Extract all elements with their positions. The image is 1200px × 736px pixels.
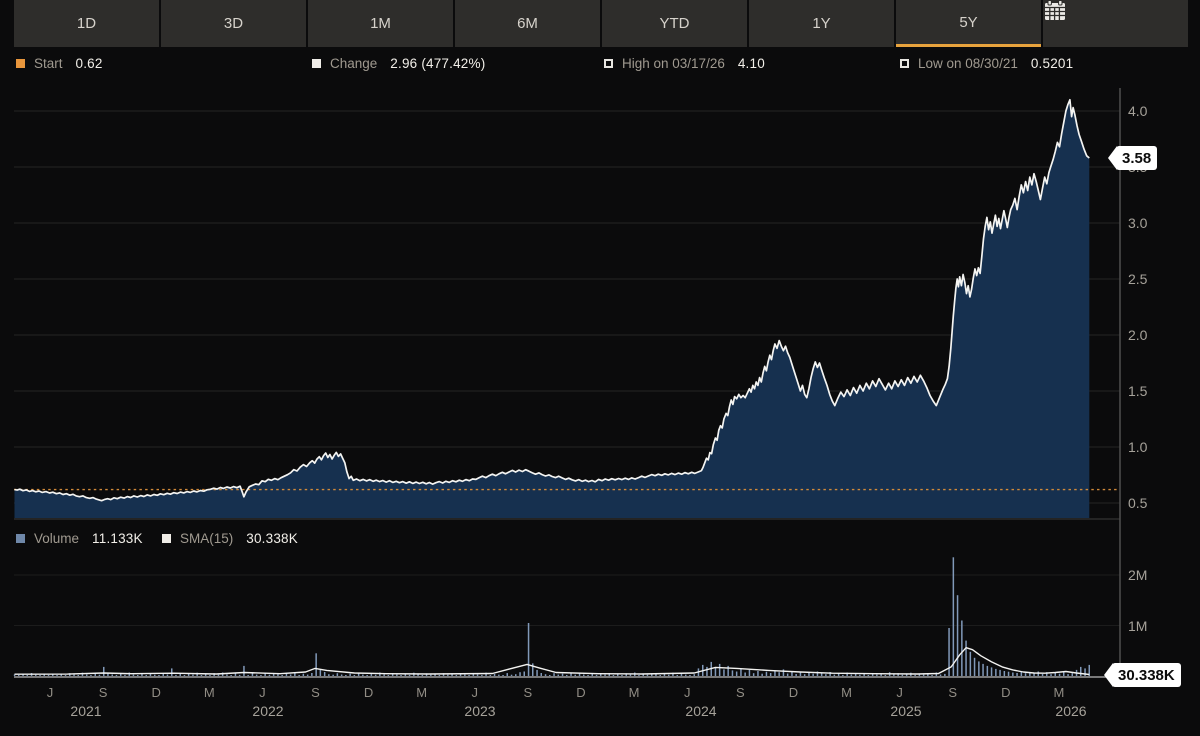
legend-value: 4.10 — [737, 55, 765, 71]
tab-3d[interactable]: 3D — [161, 0, 306, 47]
legend-value: 0.62 — [75, 55, 103, 71]
month-tick: J — [683, 685, 691, 700]
month-tick: S — [523, 685, 533, 700]
legend-start[interactable]: Start 0.62 — [16, 53, 103, 73]
tab-6m[interactable]: 6M — [455, 0, 600, 47]
year-label-2021: 2021 — [70, 703, 102, 719]
sma-value-tag: 30.338K — [1104, 663, 1181, 687]
year-label-2024: 2024 — [685, 703, 717, 719]
legend-value: 0.5201 — [1030, 55, 1074, 71]
year-label-2025: 2025 — [890, 703, 922, 719]
year-label-2023: 2023 — [464, 703, 496, 719]
month-tick: S — [948, 685, 958, 700]
month-tick: M — [416, 685, 428, 700]
month-tick: D — [576, 685, 586, 700]
tab-1m[interactable]: 1M — [308, 0, 453, 47]
legend-label: SMA(15) — [180, 530, 234, 546]
month-tick: D — [151, 685, 161, 700]
tag-arrow-icon — [1108, 146, 1117, 170]
tab-1d[interactable]: 1D — [14, 0, 159, 47]
legend-marker-icon — [900, 58, 909, 68]
legend-value: 11.133K — [92, 530, 143, 546]
year-label-2022: 2022 — [252, 703, 284, 719]
legend-marker-icon — [312, 58, 321, 68]
tab-5y[interactable]: 5Y — [896, 0, 1041, 47]
legend-label: Low on 08/30/21 — [918, 55, 1018, 71]
legend-label: High on 03/17/26 — [622, 55, 725, 71]
legend-value: 30.338K — [246, 530, 298, 546]
month-tick: M — [628, 685, 640, 700]
tag-arrow-icon — [1104, 663, 1113, 687]
price-tick-1.0: 1.0 — [1128, 439, 1148, 455]
legend-low-on-08-30-21[interactable]: Low on 08/30/21 0.5201 — [900, 53, 1073, 73]
month-tick: J — [46, 685, 54, 700]
legend-marker-icon — [16, 533, 25, 543]
tab-1y[interactable]: 1Y — [749, 0, 894, 47]
last-price-tag: 3.58 — [1108, 146, 1158, 170]
month-tick: M — [841, 685, 852, 700]
month-tick: M — [203, 685, 215, 700]
price-tick-3.0: 3.0 — [1128, 215, 1148, 231]
last-price-value: 3.58 — [1116, 146, 1158, 170]
calendar-icon[interactable] — [1043, 0, 1188, 47]
legend-marker-icon — [162, 533, 171, 543]
price-tick-4.0: 4.0 — [1128, 103, 1148, 119]
legend-change[interactable]: Change 2.96 (477.42%) — [312, 53, 485, 73]
month-tick: D — [363, 685, 374, 700]
month-tick: S — [735, 685, 745, 700]
month-tick: J — [471, 685, 479, 700]
legend-high-on-03-17-26[interactable]: High on 03/17/26 4.10 — [604, 53, 765, 73]
legend-sma-15-[interactable]: SMA(15) 30.338K — [162, 528, 298, 548]
legend-marker-icon — [604, 58, 613, 68]
legend-label: Change — [330, 55, 378, 71]
volume-tick-1M: 1M — [1128, 617, 1148, 634]
price-tick-2.5: 2.5 — [1128, 271, 1148, 287]
month-tick: J — [259, 685, 266, 700]
month-tick: D — [788, 685, 799, 700]
legend-label: Start — [34, 55, 63, 71]
legend-volume[interactable]: Volume 11.133K — [16, 528, 143, 548]
month-tick: S — [311, 685, 320, 700]
month-tick: S — [98, 685, 108, 700]
month-tick: J — [896, 685, 903, 700]
volume-tick-2M: 2M — [1128, 567, 1148, 583]
month-tick: D — [1001, 685, 1011, 700]
month-tick: M — [1053, 685, 1065, 700]
legend-value: 2.96 (477.42%) — [390, 55, 486, 71]
legend-label: Volume — [34, 530, 80, 546]
price-tick-0.5: 0.5 — [1128, 495, 1148, 511]
tab-ytd[interactable]: YTD — [602, 0, 747, 47]
sma-tag-value: 30.338K — [1112, 663, 1181, 687]
price-tick-2.0: 2.0 — [1128, 327, 1148, 343]
year-label-2026: 2026 — [1055, 703, 1087, 719]
legend-marker-icon — [16, 58, 25, 68]
price-tick-1.5: 1.5 — [1128, 383, 1148, 399]
